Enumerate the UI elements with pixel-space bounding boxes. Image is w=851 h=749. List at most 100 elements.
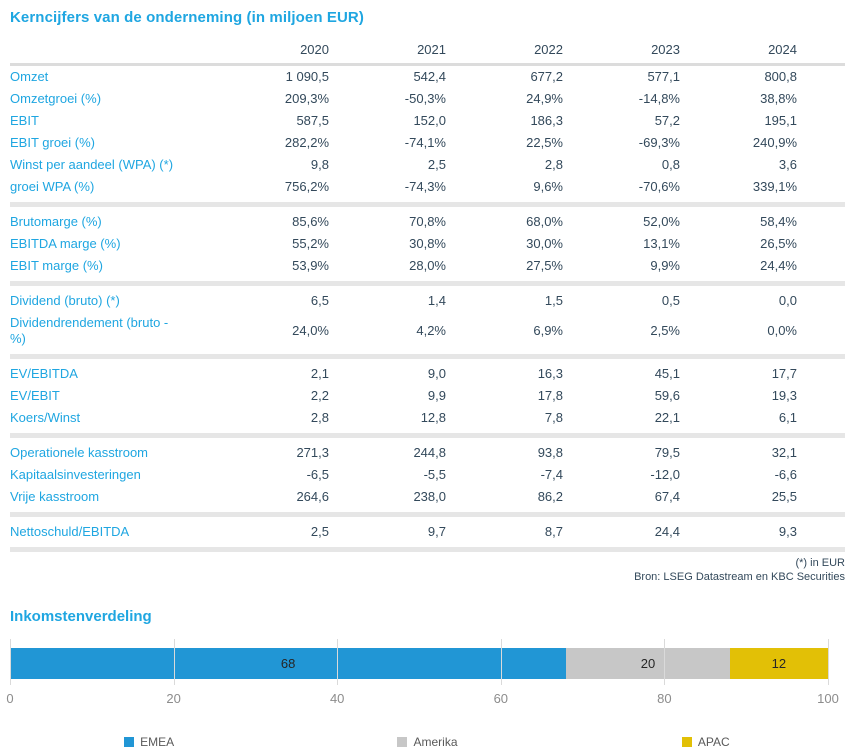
row-label: Dividend (bruto) (*): [10, 293, 120, 308]
table-row: Koers/Winst 2,8 12,8 7,8 22,1 6,1: [10, 407, 845, 429]
legend-label: APAC: [697, 735, 730, 749]
value-cell: 16,3: [537, 366, 563, 381]
row-label: Vrije kasstroom: [10, 489, 100, 504]
value-cell: -7,4: [540, 467, 563, 482]
value-cell: 4,2%: [416, 323, 446, 338]
value-cell: -14,8%: [638, 91, 680, 106]
value-cell: 677,2: [530, 69, 563, 84]
year-column-header: 2024: [768, 42, 797, 57]
value-cell: -74,1%: [404, 135, 446, 150]
year-column-header: 2021: [417, 42, 446, 57]
legend-swatch-amerika: [397, 737, 408, 747]
table-row: Operationele kasstroom 271,3 244,8 93,8 79,5…: [10, 442, 845, 464]
value-cell: 24,4: [654, 524, 680, 539]
value-cell: 26,5%: [760, 236, 797, 251]
stacked-bar: 68 20 12: [10, 648, 828, 679]
table-row: Dividendrendement (bruto - %) 24,0% 4,2% 6,…: [10, 312, 845, 350]
header-spacer-cell: [797, 38, 845, 63]
table-row: Winst per aandeel (WPA) (*) 9,8 2,5 2,8 0,8 3…: [10, 154, 845, 176]
chart-gridline: [10, 639, 11, 685]
table-body: Omzet 1 090,5 542,4 677,2 577,1 800,8 Omzetgro…: [10, 66, 845, 552]
row-label: Winst per aandeel (WPA) (*): [10, 157, 174, 172]
chart-gridline: [664, 639, 666, 685]
legend-item-emea: EMEA: [10, 735, 288, 749]
table-row: Omzet 1 090,5 542,4 677,2 577,1 800,8: [10, 66, 845, 88]
chart-plot-area: 68 20 12: [10, 639, 829, 685]
value-cell: -6,6: [774, 467, 797, 482]
value-cell: 67,4: [654, 489, 680, 504]
row-spacer-cell: [797, 263, 845, 269]
table-row: EBIT groei (%) 282,2% -74,1% 22,5% -69,3% 240…: [10, 132, 845, 154]
value-cell: 0,0%: [767, 323, 797, 338]
value-cell: 22,1: [654, 410, 680, 425]
row-label: Koers/Winst: [10, 410, 81, 425]
table-section: Omzet 1 090,5 542,4 677,2 577,1 800,8 Omzetgro…: [10, 66, 845, 198]
year-column-header: 2022: [534, 42, 563, 57]
table-section: Dividend (bruto) (*) 6,5 1,4 1,5 0,5 0,0 Divid…: [10, 290, 845, 350]
legend-label: EMEA: [140, 735, 175, 749]
value-cell: 58,4%: [760, 214, 797, 229]
value-cell: 0,0: [778, 293, 797, 308]
value-cell: 542,4: [413, 69, 446, 84]
section-separator: [10, 281, 845, 286]
value-cell: 79,5: [654, 445, 680, 460]
table-row: EBIT 587,5 152,0 186,3 57,2 195,1: [10, 110, 845, 132]
row-label: Dividendrendement (bruto - %): [10, 315, 169, 346]
value-cell: 1,4: [427, 293, 446, 308]
income-distribution-chart: 68 20 12 0 20 40 60 80 100 EMEA Amerika APAC: [6, 639, 839, 749]
value-cell: 240,9%: [752, 135, 797, 150]
row-label: EBIT groei (%): [10, 135, 96, 150]
legend-item-apac: APAC: [567, 735, 845, 749]
value-cell: -6,5: [306, 467, 329, 482]
table-row: EBITDA marge (%) 55,2% 30,8% 30,0% 13,1% 26,5…: [10, 233, 845, 255]
row-label: EV/EBIT: [10, 388, 60, 403]
value-cell: 9,9: [427, 388, 446, 403]
value-cell: 9,9%: [650, 258, 680, 273]
row-spacer-cell: [797, 529, 845, 535]
value-cell: 30,0%: [526, 236, 563, 251]
year-column-header: 2020: [300, 42, 329, 57]
row-spacer-cell: [797, 241, 845, 247]
value-cell: 238,0: [413, 489, 446, 504]
value-cell: 6,5: [310, 293, 329, 308]
axis-tick-label: 60: [493, 691, 509, 706]
value-cell: -5,5: [423, 467, 446, 482]
table-row: Nettoschuld/EBITDA 2,5 9,7 8,7 24,4 9,3: [10, 521, 845, 543]
row-spacer-cell: [797, 328, 845, 334]
table-row: Dividend (bruto) (*) 6,5 1,4 1,5 0,5 0,0: [10, 290, 845, 312]
row-label: Brutomarge (%): [10, 214, 102, 229]
row-label: EBIT marge (%): [10, 258, 103, 273]
value-cell: 57,2: [654, 113, 680, 128]
axis-tick-label: 0: [6, 691, 14, 706]
value-cell: 2,5: [310, 524, 329, 539]
value-cell: 9,8: [310, 157, 329, 172]
chart-gridline: [173, 639, 175, 685]
table-section: Nettoschuld/EBITDA 2,5 9,7 8,7 24,4 9,3: [10, 521, 845, 543]
value-cell: 1,5: [544, 293, 563, 308]
section-separator: [10, 547, 845, 552]
value-cell: 264,6: [296, 489, 329, 504]
table-row: EV/EBIT 2,2 9,9 17,8 59,6 19,3: [10, 385, 845, 407]
value-cell: 38,8%: [760, 91, 797, 106]
value-cell: 70,8%: [409, 214, 446, 229]
value-cell: 25,5: [771, 489, 797, 504]
row-label: EBITDA marge (%): [10, 236, 121, 251]
row-spacer-cell: [797, 371, 845, 377]
row-spacer-cell: [797, 74, 845, 80]
chart-gridline: [828, 639, 829, 685]
value-cell: 271,3: [296, 445, 329, 460]
value-cell: 19,3: [771, 388, 797, 403]
row-spacer-cell: [797, 140, 845, 146]
section-separator: [10, 433, 845, 438]
value-cell: 52,0%: [643, 214, 680, 229]
year-column-header: 2023: [651, 42, 680, 57]
value-cell: 86,2: [537, 489, 563, 504]
chart-gridline: [500, 639, 502, 685]
row-spacer-cell: [797, 184, 845, 190]
chart-title: Inkomstenverdeling: [10, 608, 152, 625]
value-cell: 2,8: [310, 410, 329, 425]
value-cell: 68,0%: [526, 214, 563, 229]
value-cell: 800,8: [764, 69, 797, 84]
table-row: Omzetgroei (%) 209,3% -50,3% 24,9% -14,8% 38,…: [10, 88, 845, 110]
